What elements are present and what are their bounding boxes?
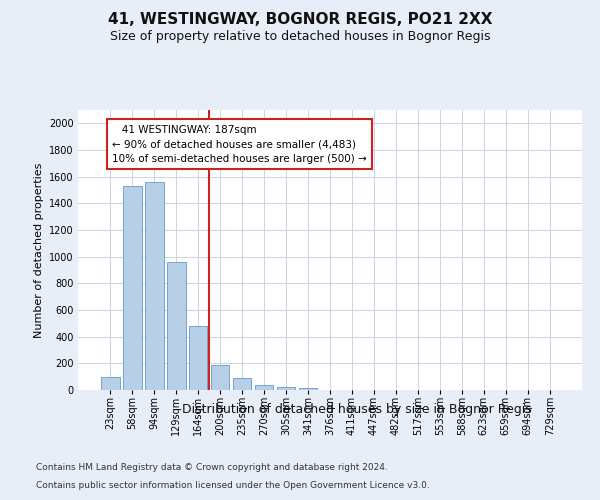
- Bar: [167, 262, 185, 390]
- Y-axis label: Number of detached properties: Number of detached properties: [34, 162, 44, 338]
- Bar: [123, 186, 142, 390]
- Bar: [255, 386, 274, 390]
- Text: 41, WESTINGWAY, BOGNOR REGIS, PO21 2XX: 41, WESTINGWAY, BOGNOR REGIS, PO21 2XX: [108, 12, 492, 28]
- Bar: [277, 388, 295, 390]
- Text: Distribution of detached houses by size in Bognor Regis: Distribution of detached houses by size …: [182, 402, 532, 415]
- Bar: [145, 182, 164, 390]
- Bar: [299, 388, 317, 390]
- Text: 41 WESTINGWAY: 187sqm
← 90% of detached houses are smaller (4,483)
10% of semi-d: 41 WESTINGWAY: 187sqm ← 90% of detached …: [112, 124, 367, 164]
- Text: Contains HM Land Registry data © Crown copyright and database right 2024.: Contains HM Land Registry data © Crown c…: [36, 464, 388, 472]
- Bar: [189, 326, 208, 390]
- Bar: [233, 378, 251, 390]
- Text: Size of property relative to detached houses in Bognor Regis: Size of property relative to detached ho…: [110, 30, 490, 43]
- Text: Contains public sector information licensed under the Open Government Licence v3: Contains public sector information licen…: [36, 481, 430, 490]
- Bar: [211, 364, 229, 390]
- Bar: [101, 376, 119, 390]
